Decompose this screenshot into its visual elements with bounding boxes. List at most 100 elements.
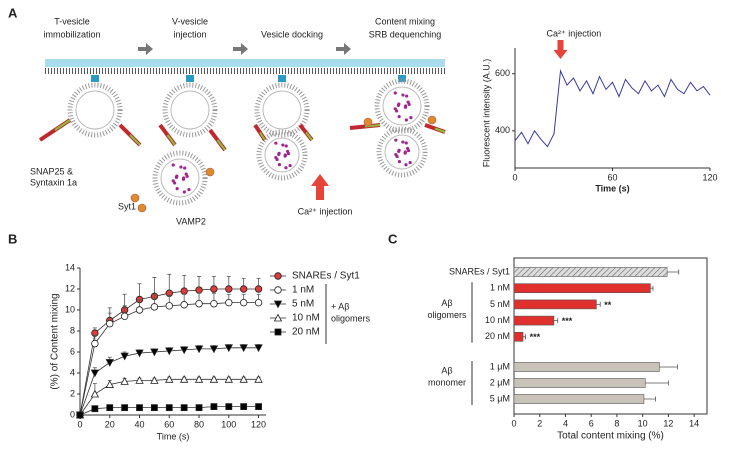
legend-label: 10 nM [292,313,320,324]
vesicle [152,150,208,206]
vesicle [376,126,428,178]
marker [165,302,173,310]
group-label: oligomers [331,313,371,323]
marker [106,404,114,412]
legend-label: 5 nM [292,299,314,310]
marker [165,404,173,412]
y-tick-label: 8 [70,325,75,335]
dye [407,102,411,107]
marker [240,403,248,411]
legend-label: SNAREs / Syt1 [292,271,360,282]
y-tick-label: 600 [495,68,510,78]
x-tick-label: 60 [607,172,617,182]
dye [397,102,401,106]
legend-marker [274,328,282,336]
bar [513,362,660,372]
dye [405,94,409,98]
x-axis-label: Total content mixing (%) [557,431,664,442]
step-label: Content mixing [375,16,435,26]
vamp-label: VAMP2 [176,216,206,226]
snare-label: SNAP25 & [30,166,73,176]
marker [194,345,204,354]
dye [404,118,408,122]
x-axis-label: Time (s) [595,183,629,193]
marker [91,405,99,413]
category-label: 2 μM [490,377,510,387]
vesicle-lumen [75,90,115,130]
x-tick-label: 40 [135,419,145,429]
dye [286,151,291,156]
marker [180,301,188,309]
marker [165,347,174,356]
dye [397,160,402,164]
dye [175,187,179,191]
dye [281,143,285,147]
dye [394,138,398,142]
snare [434,127,446,133]
vesicle-lumen [382,86,422,126]
x-tick-label: 120 [251,419,266,429]
ca-arrow [553,40,568,59]
marker [195,286,203,294]
marker [150,348,159,357]
dye [397,115,401,119]
step-label: V-vesicle [172,16,208,26]
error-bar [643,396,656,402]
x-tick-label: 14 [689,418,699,428]
bar [513,299,597,310]
marker [195,404,203,412]
dye [182,190,186,194]
group-label: Aβ [441,298,452,308]
marker [209,345,219,354]
dye [409,116,413,120]
step-label: SRB dequenching [369,29,442,39]
significance: *** [530,332,541,342]
syt1 [427,115,437,125]
legend-marker [273,300,283,309]
marker [76,411,84,419]
marker [150,376,159,384]
dye [403,151,407,155]
marker [225,285,233,293]
dye [284,144,288,148]
step-label: immobilization [43,29,100,39]
membrane [45,59,445,67]
error-bar [596,301,601,307]
syt1 [205,167,215,177]
marker [179,374,189,383]
bar [513,267,668,277]
legend-marker [273,313,283,322]
marker [136,404,143,412]
legend-marker [274,286,282,294]
x-tick-label: 2 [537,418,542,428]
dye [401,93,405,97]
y-tick-label: 2 [70,388,75,398]
x-tick-label: 60 [164,419,174,429]
arrow [138,43,153,55]
syt1 [137,203,147,213]
marker [135,349,144,358]
x-tick-label: 80 [194,419,204,429]
step-label: injection [173,29,206,39]
marker [120,312,129,320]
snare [166,134,176,146]
dye [404,163,408,167]
dye [397,148,401,152]
group-label: Aβ [441,365,452,375]
category-label: SNAREs / Syt1 [449,266,510,276]
marker [255,403,262,411]
marker [90,369,100,378]
dye [171,179,175,183]
vesicle [374,78,430,134]
category-label: 10 nM [485,315,510,325]
tether [278,75,286,82]
dye [404,141,408,145]
panel-letter: C [388,231,398,246]
marker [210,285,218,293]
bar [513,331,524,342]
snare-label: Syntaxin 1a [30,177,77,187]
vesicle-lumen [170,90,210,130]
vesicle-lumen [262,90,302,130]
y-tick-label: 14 [65,262,75,272]
category-label: 5 nM [490,299,510,309]
